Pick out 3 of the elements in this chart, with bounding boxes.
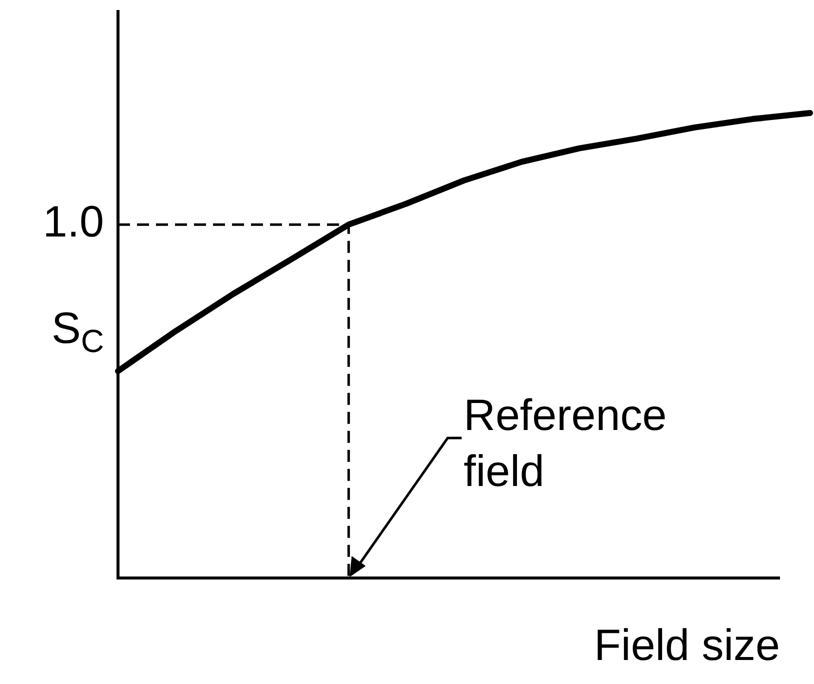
- annotation: 1.0: [42, 198, 104, 247]
- x-axis-title: Field size: [594, 621, 780, 670]
- annotation: Reference field: [464, 391, 667, 496]
